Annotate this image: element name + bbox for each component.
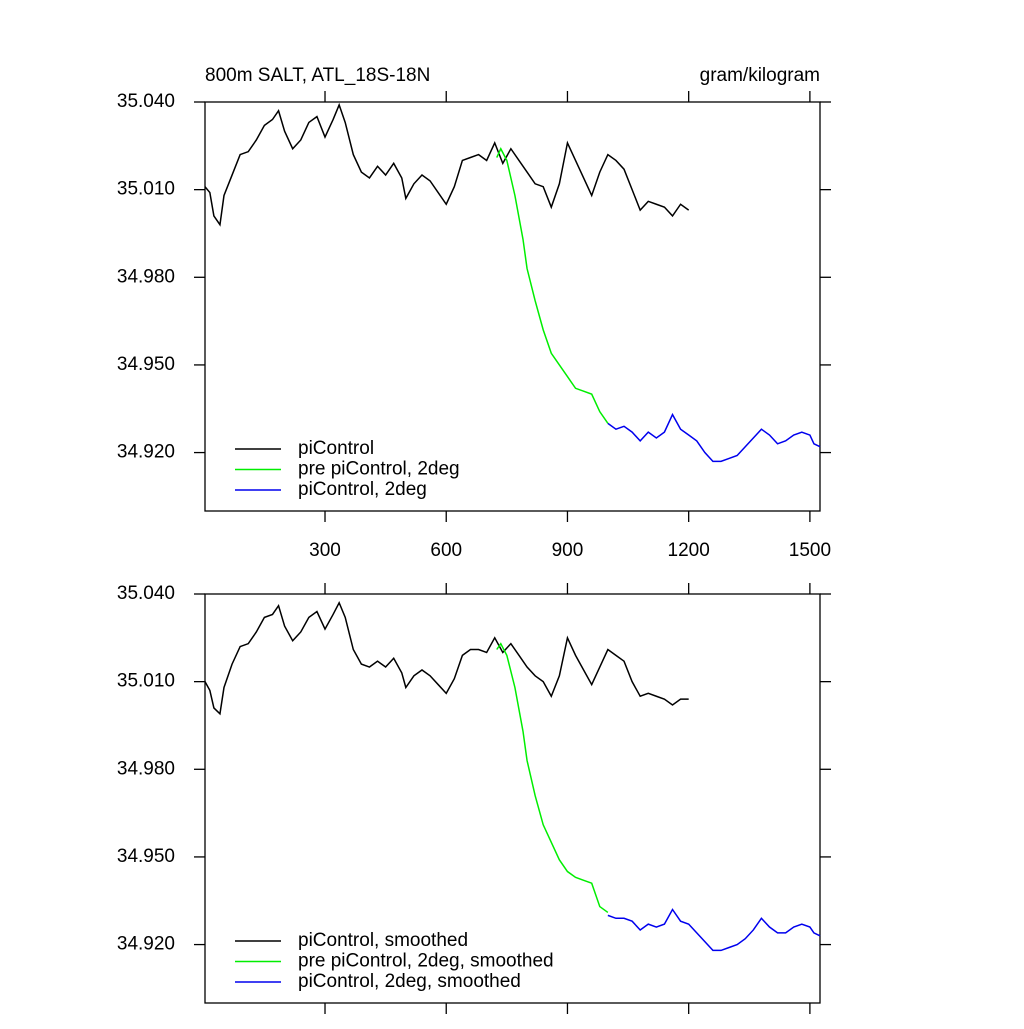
y-tick-label: 35.010	[117, 179, 175, 200]
units-label: gram/kilogram	[700, 65, 820, 86]
x-tick-label: 900	[552, 540, 584, 561]
data-line	[496, 147, 609, 424]
chart-title: 800m SALT, ATL_18S-18N	[205, 65, 430, 86]
y-tick-label: 34.980	[117, 266, 175, 287]
y-tick-label: 35.010	[117, 671, 175, 692]
x-tick-label: 1500	[789, 540, 831, 561]
legend-label: piControl, smoothed	[298, 930, 468, 951]
data-line	[607, 412, 821, 463]
x-tick-label: 1200	[668, 540, 710, 561]
y-tick-label: 34.950	[117, 354, 175, 375]
legend-label: pre piControl, 2deg	[298, 459, 460, 480]
y-tick-label: 35.040	[117, 91, 175, 112]
legend-label: piControl, 2deg, smoothed	[298, 971, 521, 992]
y-tick-label: 34.920	[117, 442, 175, 463]
legend-label: piControl, 2deg	[298, 479, 427, 500]
legend-label: piControl	[298, 438, 374, 459]
plot-frame	[204, 593, 821, 1004]
legend-label: pre piControl, 2deg, smoothed	[298, 951, 554, 972]
y-tick-label: 35.040	[117, 583, 175, 604]
y-tick-label: 34.980	[117, 758, 175, 779]
data-line	[496, 642, 609, 914]
data-line	[607, 908, 821, 952]
data-line	[204, 102, 690, 227]
x-tick-label: 300	[309, 540, 341, 561]
data-line	[204, 600, 689, 716]
y-tick-label: 34.950	[117, 846, 175, 867]
x-tick-label: 600	[430, 540, 462, 561]
plot-frame	[204, 101, 821, 512]
y-tick-label: 34.920	[117, 934, 175, 955]
